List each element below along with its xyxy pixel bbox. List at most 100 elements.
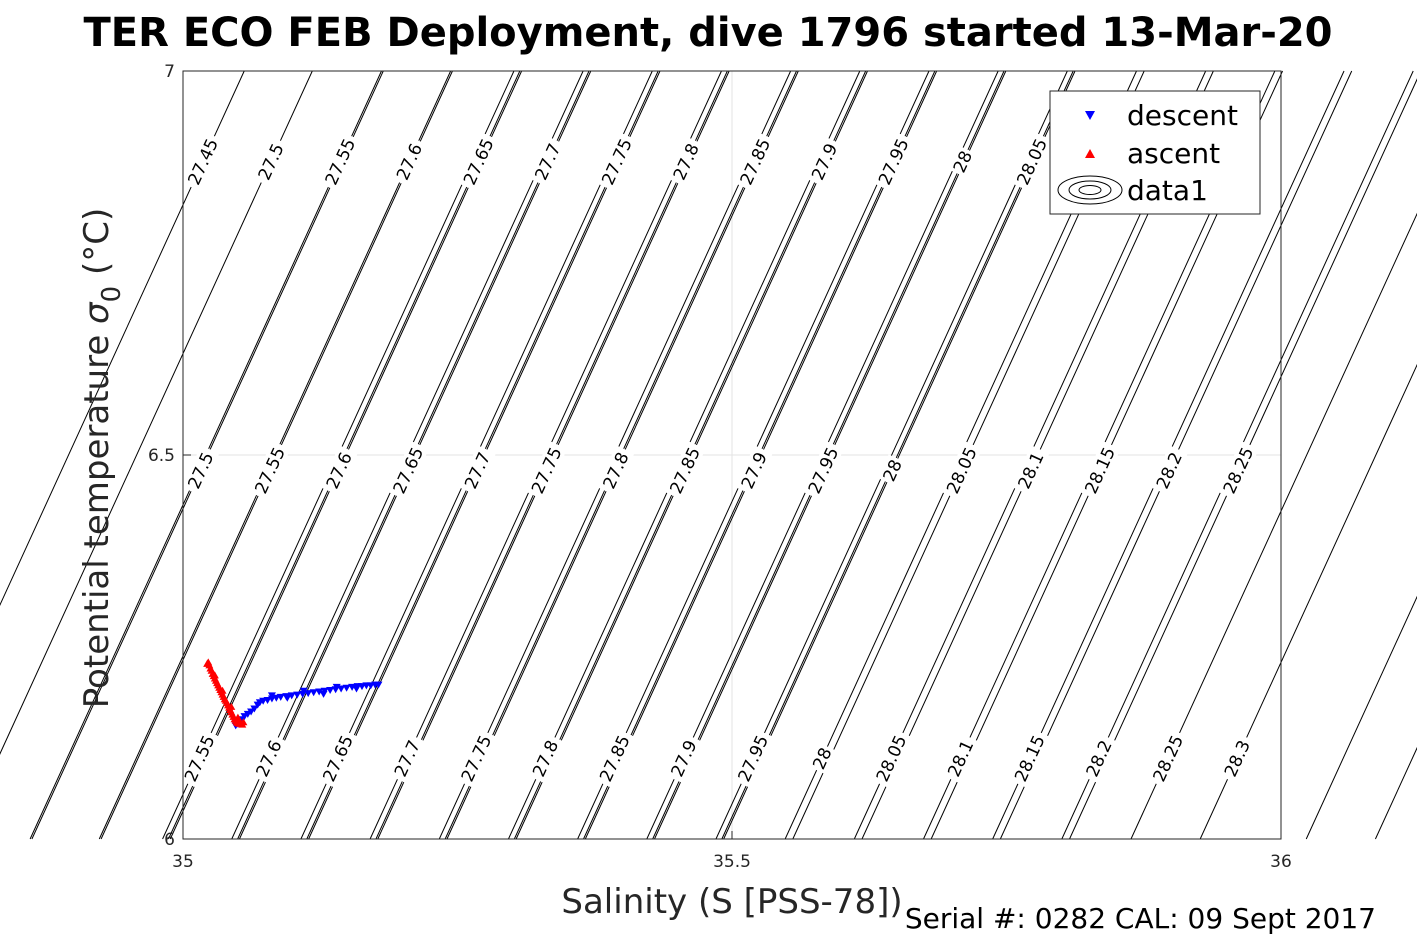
isopycnal-line: [723, 70, 1076, 840]
descent-marker: [342, 684, 351, 692]
isopycnal-label-gap: [807, 742, 837, 775]
isopycnal-label-gap: [872, 132, 915, 192]
isopycnal-label-gap: [525, 440, 568, 500]
descent-marker: [299, 687, 308, 695]
isopycnal-label-gap: [805, 136, 843, 187]
legend-contour-icon: [1057, 175, 1123, 205]
descent-marker: [315, 688, 324, 696]
isopycnal-label-gap: [802, 440, 844, 500]
y-axis-label-subscript: 0: [97, 286, 127, 303]
isopycnal-line: [715, 70, 1068, 840]
descent-marker: [276, 693, 285, 701]
descent-marker: [267, 692, 276, 700]
descent-marker: [263, 696, 272, 704]
x-tick-label: 36: [1270, 852, 1292, 872]
isopycnal-line: [0, 70, 313, 755]
isopycnal-label-gap: [252, 136, 290, 187]
legend: descent ascent data1: [1049, 90, 1261, 215]
isopycnal-line: [721, 70, 1074, 840]
isopycnal-line: [0, 70, 245, 607]
descent-marker: [352, 685, 361, 693]
isopycnal-label-gap: [941, 733, 980, 784]
legend-descent-label: descent: [1127, 99, 1238, 132]
ascent-marker: [203, 659, 212, 667]
isopycnal-label-gap: [1150, 445, 1188, 496]
ascent-marker: [210, 671, 219, 679]
x-axis-label: Salinity (S [PSS-78]): [561, 882, 902, 922]
descent-marker: [319, 690, 328, 698]
isopycnal-label-gap: [1011, 132, 1053, 192]
descent-marker: [309, 689, 318, 697]
legend-descent-marker: [1085, 111, 1095, 120]
legend-data1-label: data1: [1127, 174, 1208, 207]
isopycnal-label-gap: [455, 728, 497, 788]
isopycnal-label-gap: [940, 440, 983, 500]
x-tick-label: 35.5: [713, 852, 751, 872]
descent-marker: [332, 683, 341, 691]
ascent-marker: [233, 713, 242, 721]
isopycnal-label-gap: [387, 440, 429, 500]
isopycnal-label-gap: [593, 728, 636, 788]
ascent-marker: [218, 686, 227, 694]
descent-marker: [283, 694, 292, 702]
isopycnal-label-gap: [596, 445, 635, 496]
isopycnal-label-gap: [182, 132, 224, 192]
legend-ascent-label: ascent: [1127, 137, 1220, 170]
y-axis-label-sigma: σ: [77, 301, 117, 324]
isopycnal-label-gap: [665, 733, 703, 784]
isopycnal-label-gap: [735, 445, 773, 496]
isopycnal-label-gap: [1011, 445, 1050, 496]
isopycnal-label-gap: [388, 733, 426, 784]
isopycnal-label-gap: [249, 733, 288, 784]
isopycnal-label-gap: [948, 145, 978, 178]
isopycnal-label-gap: [319, 132, 361, 192]
ascent-marker: [227, 702, 236, 710]
isopycnal-label-gap: [320, 445, 358, 496]
isopycnal-label-gap: [390, 136, 428, 187]
serial-cal-footer: Serial #: 0282 CAL: 09 Sept 2017: [905, 902, 1376, 935]
isopycnal-label-gap: [457, 132, 500, 192]
descent-marker: [374, 681, 383, 689]
y-axis-label-unit: (°C): [77, 208, 117, 286]
isopycnal-label-gap: [877, 454, 907, 487]
legend-ascent-marker: [1085, 149, 1095, 158]
isopycnal-label-gap: [181, 445, 220, 496]
isopycnal-label-gap: [1217, 440, 1259, 500]
descent-series: [231, 681, 383, 730]
isopycnal-label-group: 28: [807, 742, 837, 775]
isopycnal-label-gap: [526, 733, 565, 784]
descent-marker: [326, 687, 335, 695]
isopycnal-label-gap: [1079, 440, 1121, 500]
chart-title: TER ECO FEB Deployment, dive 1796 starte…: [83, 10, 1332, 56]
isopycnal-line: [1305, 595, 1417, 840]
legend-box: [1049, 90, 1261, 215]
isopycnal-label-gap: [1008, 728, 1051, 788]
isopycnal-label-gap: [1218, 733, 1256, 784]
y-tick-label: 6: [164, 830, 175, 850]
isopycnal-label-gap: [664, 440, 706, 500]
y-axis-label-main: Potential temperature: [77, 324, 117, 708]
descent-marker: [293, 691, 302, 699]
isopycnal-line: [1199, 363, 1417, 840]
data-series: [203, 658, 383, 730]
isopycnal-label-gap: [458, 445, 496, 496]
descent-marker: [304, 690, 313, 698]
isopycnal-label-gap: [595, 132, 638, 192]
y-tick-label: 6.5: [148, 446, 175, 466]
isopycnal-label-gap: [1147, 728, 1189, 788]
isopycnal-label-gap: [667, 136, 705, 187]
isopycnal-label-gap: [178, 728, 221, 788]
axis-ticks: 35 35.5 36 6 6.5 7: [148, 62, 1292, 872]
isopycnal-label-gap: [1080, 733, 1118, 784]
isopycnal-label-gap: [732, 728, 774, 788]
isopycnal-label-gap: [248, 440, 291, 500]
descent-marker: [287, 692, 296, 700]
isopycnal-label-gap: [870, 728, 912, 788]
descent-marker: [250, 705, 259, 713]
ascent-series: [203, 658, 248, 728]
isopycnal-label-gap: [317, 728, 359, 788]
x-tick-label: 35: [172, 852, 194, 872]
descent-marker: [247, 708, 256, 716]
y-tick-label: 7: [164, 62, 175, 82]
